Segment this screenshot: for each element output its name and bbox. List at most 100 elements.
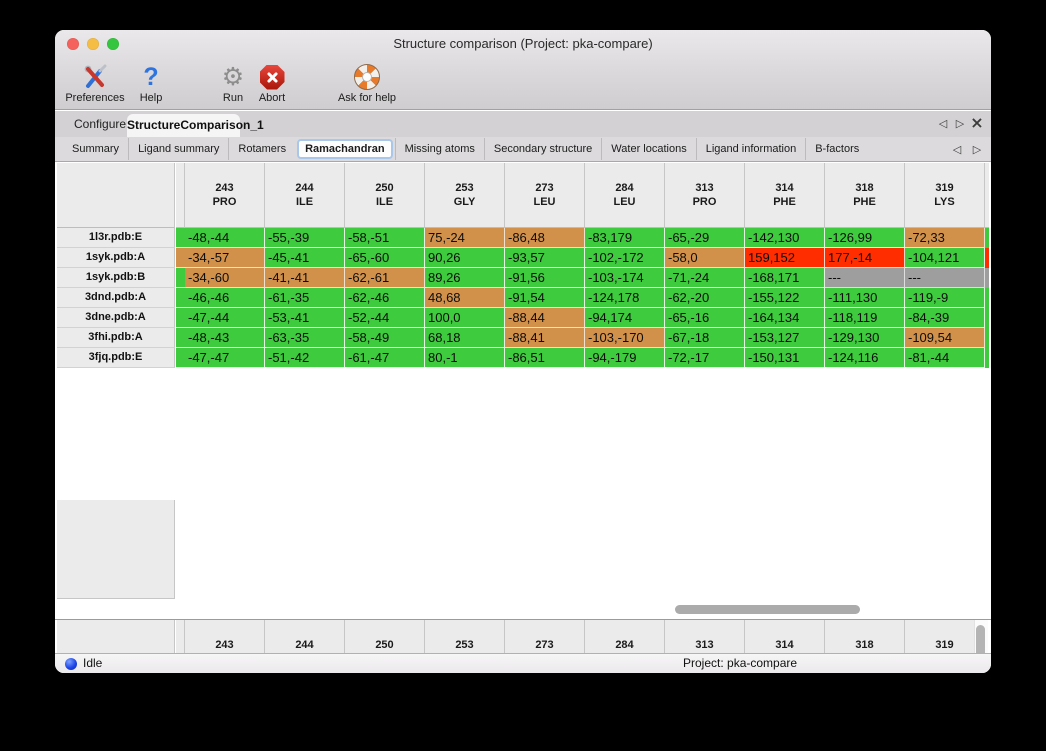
table-cell[interactable]: -62,-61 (345, 268, 425, 288)
subtab-rotamers[interactable]: Rotamers (228, 138, 295, 160)
row-label[interactable]: 1syk.pdb:B (57, 268, 175, 288)
row-label[interactable]: 1syk.pdb:A (57, 248, 175, 268)
table-cell[interactable]: 75,-24 (425, 228, 505, 248)
table-cell[interactable]: -61,-35 (265, 288, 345, 308)
table-cell[interactable]: -93,57 (505, 248, 585, 268)
table-cell[interactable]: -111,130 (825, 288, 905, 308)
abort-button[interactable]: Abort (252, 62, 292, 104)
row-label[interactable]: 3dne.pdb:A (57, 308, 175, 328)
preferences-button[interactable]: Preferences (63, 62, 127, 104)
table-cell[interactable]: 177,-14 (825, 248, 905, 268)
table-cell[interactable]: -86,48 (505, 228, 585, 248)
table-cell[interactable]: --- (905, 268, 985, 288)
row-label[interactable]: 3dnd.pdb:A (57, 288, 175, 308)
table-cell[interactable]: -119,-9 (905, 288, 985, 308)
table-cell[interactable]: -124,178 (585, 288, 665, 308)
table-cell[interactable]: -72,-17 (665, 348, 745, 368)
table-cell[interactable]: -83,179 (585, 228, 665, 248)
table-cell[interactable]: -65,-16 (665, 308, 745, 328)
table-cell[interactable]: 159,152 (745, 248, 825, 268)
row-label[interactable]: 1l3r.pdb:E (57, 228, 175, 248)
tab-structure-comparison-1[interactable]: StructureComparison_1 (127, 114, 264, 137)
subtab-ligand-summary[interactable]: Ligand summary (128, 138, 228, 160)
table-cell[interactable]: -47,-44 (185, 308, 265, 328)
table-cell[interactable]: -63,-35 (265, 328, 345, 348)
ask-for-help-button[interactable]: Ask for help (336, 62, 398, 104)
minimize-window-button[interactable] (87, 38, 99, 50)
table-cell[interactable]: -124,116 (825, 348, 905, 368)
table-cell[interactable]: -48,-44 (185, 228, 265, 248)
table-cell[interactable]: -65,-29 (665, 228, 745, 248)
table-cell[interactable]: --- (825, 268, 905, 288)
help-button[interactable]: ? Help (134, 62, 168, 104)
table-cell[interactable]: -168,171 (745, 268, 825, 288)
subtab-water-locations[interactable]: Water locations (601, 138, 695, 160)
table-cell[interactable]: -91,56 (505, 268, 585, 288)
table-cell[interactable]: -164,134 (745, 308, 825, 328)
table-cell[interactable]: 68,18 (425, 328, 505, 348)
table-cell[interactable]: -67,-18 (665, 328, 745, 348)
zoom-window-button[interactable] (107, 38, 119, 50)
table-cell[interactable]: -118,119 (825, 308, 905, 328)
table-cell[interactable]: -150,131 (745, 348, 825, 368)
table-cell[interactable]: -88,44 (505, 308, 585, 328)
table-cell[interactable]: -103,-174 (585, 268, 665, 288)
table-splitter[interactable] (55, 619, 991, 620)
table-cell[interactable]: -62,-46 (345, 288, 425, 308)
table-cell[interactable]: -41,-41 (265, 268, 345, 288)
table-cell[interactable]: -71,-24 (665, 268, 745, 288)
table-cell[interactable]: -58,-51 (345, 228, 425, 248)
close-window-button[interactable] (67, 38, 79, 50)
table-cell[interactable]: -126,99 (825, 228, 905, 248)
table-cell[interactable]: -72,33 (905, 228, 985, 248)
table-cell[interactable]: -86,51 (505, 348, 585, 368)
table-cell[interactable]: -45,-41 (265, 248, 345, 268)
table-cell[interactable]: -129,130 (825, 328, 905, 348)
table-cell[interactable]: -104,121 (905, 248, 985, 268)
table-cell[interactable]: -94,174 (585, 308, 665, 328)
table-cell[interactable]: -102,-172 (585, 248, 665, 268)
subtab-scroll-left-icon[interactable]: ◁ (952, 143, 962, 156)
table-cell[interactable]: -61,-47 (345, 348, 425, 368)
table-cell[interactable]: -103,-170 (585, 328, 665, 348)
top-table-horizontal-scrollbar[interactable] (675, 605, 860, 614)
table-cell[interactable]: -62,-20 (665, 288, 745, 308)
table-cell[interactable]: -81,-44 (905, 348, 985, 368)
subtab-ramachandran[interactable]: Ramachandran (297, 139, 393, 159)
run-button[interactable]: ⚙ Run (216, 62, 250, 105)
table-cell[interactable]: -153,127 (745, 328, 825, 348)
table-cell[interactable]: 90,26 (425, 248, 505, 268)
table-cell[interactable]: -65,-60 (345, 248, 425, 268)
table-cell[interactable]: -51,-42 (265, 348, 345, 368)
subtab-missing-atoms[interactable]: Missing atoms (394, 138, 484, 160)
subtab-b-factors[interactable]: B-factors (805, 138, 868, 160)
table-cell[interactable]: -91,54 (505, 288, 585, 308)
tab-scroll-right-icon[interactable]: ▷ (955, 117, 965, 130)
subtab-secondary-structure[interactable]: Secondary structure (483, 138, 601, 160)
table-cell[interactable]: -94,-179 (585, 348, 665, 368)
table-cell[interactable]: -155,122 (745, 288, 825, 308)
subtab-ligand-information[interactable]: Ligand information (695, 138, 806, 160)
table-cell[interactable]: -55,-39 (265, 228, 345, 248)
table-cell[interactable]: -58,0 (665, 248, 745, 268)
table-cell[interactable]: -52,-44 (345, 308, 425, 328)
table-cell[interactable]: -53,-41 (265, 308, 345, 328)
subtab-scroll-right-icon[interactable]: ▷ (972, 143, 982, 156)
table-cell[interactable]: -47,-47 (185, 348, 265, 368)
table-cell[interactable]: -142,130 (745, 228, 825, 248)
table-cell[interactable]: 100,0 (425, 308, 505, 328)
summary-table-vertical-scrollbar[interactable] (976, 625, 985, 673)
table-cell[interactable]: -84,-39 (905, 308, 985, 328)
row-label[interactable]: 3fhi.pdb:A (57, 328, 175, 348)
tab-close-icon[interactable]: × (970, 113, 984, 132)
table-cell[interactable]: -48,-43 (185, 328, 265, 348)
table-cell[interactable]: -58,-49 (345, 328, 425, 348)
table-cell[interactable]: 80,-1 (425, 348, 505, 368)
table-cell[interactable]: -88,41 (505, 328, 585, 348)
table-cell[interactable]: 48,68 (425, 288, 505, 308)
table-cell[interactable]: 89,26 (425, 268, 505, 288)
table-cell[interactable]: -34,-60 (185, 268, 265, 288)
tab-scroll-left-icon[interactable]: ◁ (938, 117, 948, 130)
table-cell[interactable]: -34,-57 (185, 248, 265, 268)
row-label[interactable]: 3fjq.pdb:E (57, 348, 175, 368)
